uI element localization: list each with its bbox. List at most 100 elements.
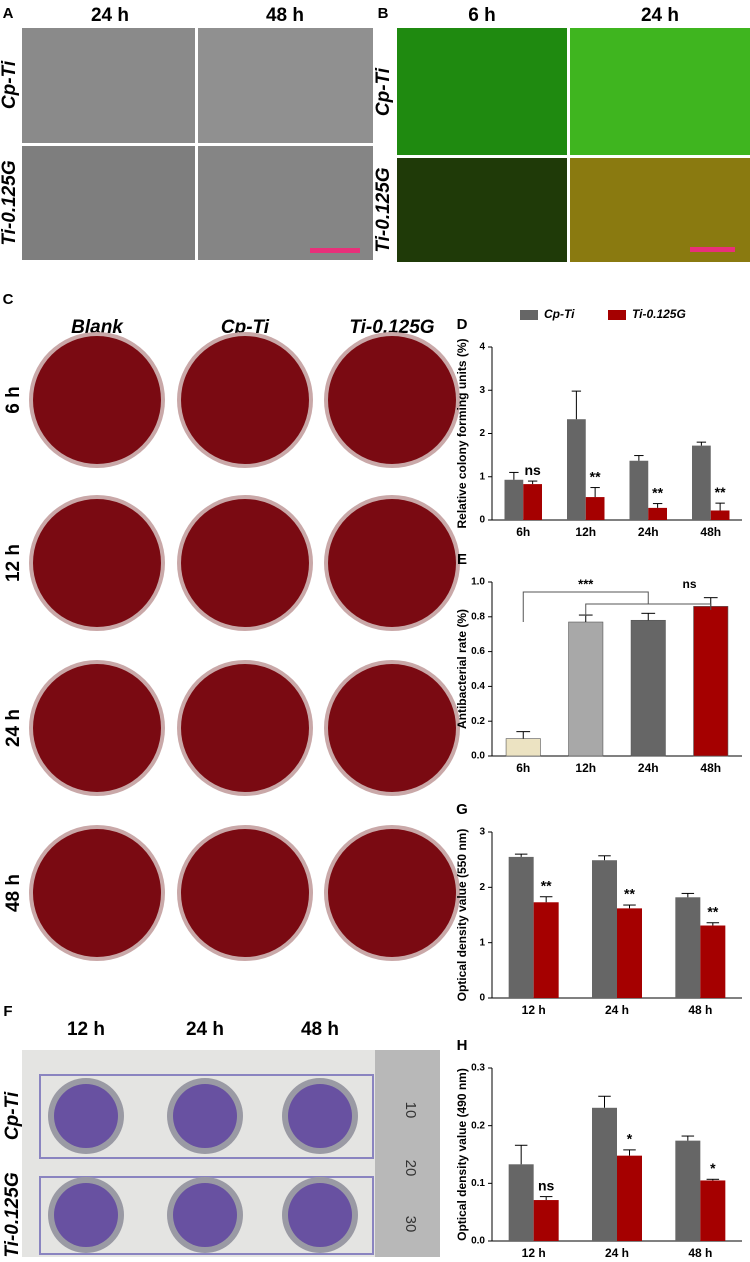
agar-plate <box>328 336 456 464</box>
x-tick-label: 6h <box>516 761 530 775</box>
ruler <box>375 1050 440 1257</box>
y-tick-label: 0.2 <box>471 1120 485 1131</box>
column-header: 6 h <box>468 5 495 26</box>
significance-label: ns <box>538 1177 555 1193</box>
sem-image <box>198 146 373 260</box>
x-tick-label: 24 h <box>605 1246 629 1257</box>
fluorescence-image <box>397 28 567 155</box>
fluorescence-image <box>397 158 567 262</box>
row-frame <box>39 1176 374 1255</box>
well <box>173 1084 237 1148</box>
bar <box>567 419 586 520</box>
y-tick-label: 0 <box>479 993 485 1004</box>
bar <box>592 1107 617 1241</box>
sem-image <box>22 146 195 260</box>
row-header: Ti-0.125G <box>373 167 394 252</box>
row-header: Ti-0.125G <box>2 1172 23 1257</box>
column-header: 48 h <box>266 5 304 26</box>
panel-label: E <box>457 551 467 568</box>
bar <box>700 1180 726 1241</box>
bar <box>700 925 726 998</box>
panel-label: G <box>456 801 468 818</box>
bar <box>523 484 542 520</box>
column-header: 24 h <box>186 1019 224 1040</box>
x-tick-label: 24h <box>638 525 659 539</box>
bar <box>508 1164 534 1241</box>
y-tick-label: 1.0 <box>471 577 485 588</box>
bar <box>504 479 524 520</box>
bar <box>592 860 617 998</box>
fluorescence-image <box>570 158 750 262</box>
agar-plate <box>181 829 309 957</box>
panel-label: C <box>3 291 14 308</box>
y-tick-label: 0.8 <box>471 611 485 622</box>
y-tick-label: 0.3 <box>471 1063 485 1074</box>
y-tick-label: 0.1 <box>471 1178 485 1189</box>
y-tick-label: 4 <box>479 342 485 353</box>
agar-plate <box>33 829 161 957</box>
y-tick-label: 3 <box>479 827 485 838</box>
x-tick-label: 12 h <box>522 1003 546 1017</box>
column-header: 24 h <box>641 5 679 26</box>
row-header: Ti-0.125G <box>0 160 20 245</box>
significance-label: * <box>627 1131 633 1147</box>
y-tick-label: 0.2 <box>471 716 485 727</box>
bar <box>585 497 605 520</box>
fluorescence-image <box>570 28 750 155</box>
row-header: 24 h <box>3 709 24 747</box>
significance-label: ** <box>652 484 663 500</box>
y-tick-label: 1 <box>479 471 485 482</box>
bar <box>675 1140 701 1241</box>
bar <box>568 621 604 757</box>
bar <box>533 902 559 998</box>
bar <box>648 507 667 520</box>
column-header: 12 h <box>67 1019 105 1040</box>
y-tick-label: 2 <box>479 428 485 439</box>
significance-label: ns <box>524 462 541 478</box>
x-tick-label: 48 h <box>688 1003 712 1017</box>
sem-image <box>22 28 195 143</box>
column-header: Cp-Ti <box>221 317 270 338</box>
row-header: 6 h <box>3 386 24 413</box>
agar-plate <box>33 336 161 464</box>
row-header: Cp-Ti <box>373 67 394 116</box>
agar-plate <box>181 336 309 464</box>
x-tick-label: 48 h <box>688 1246 712 1257</box>
bar <box>692 445 711 520</box>
y-tick-label: 1 <box>479 937 485 948</box>
bar <box>629 460 649 520</box>
legend-label: Cp-Ti <box>544 307 575 321</box>
significance-label: ns <box>682 577 696 591</box>
bar <box>533 1200 559 1241</box>
legend-swatch <box>608 310 626 320</box>
significance-label: ** <box>590 468 601 484</box>
x-tick-label: 48h <box>700 525 721 539</box>
bar <box>508 856 534 998</box>
y-axis-label: Optical density value (550 nm) <box>455 829 469 1002</box>
column-header: Blank <box>71 317 124 338</box>
ruler-label: 10 <box>402 1102 419 1119</box>
scale-bar <box>310 248 360 253</box>
panel-label: B <box>378 5 389 22</box>
row-frame <box>39 1074 374 1159</box>
column-header: 48 h <box>301 1019 339 1040</box>
row-header: 48 h <box>3 874 24 912</box>
ruler-label: 30 <box>402 1216 419 1233</box>
well <box>54 1084 118 1148</box>
x-tick-label: 6h <box>516 525 530 539</box>
ruler-label: 20 <box>402 1160 419 1177</box>
panel-label: F <box>3 1003 12 1020</box>
y-axis-label: Relative colony forming units (%) <box>455 338 469 528</box>
bar <box>630 619 666 757</box>
significance-label: ** <box>541 877 552 893</box>
well <box>54 1183 118 1247</box>
y-tick-label: 0.0 <box>471 1236 485 1247</box>
y-tick-label: 0.6 <box>471 646 485 657</box>
bracket <box>585 603 712 616</box>
agar-plate <box>181 664 309 792</box>
agar-plate <box>181 499 309 627</box>
panel-label: H <box>457 1037 468 1054</box>
row-header: Cp-Ti <box>0 60 20 109</box>
significance-label: *** <box>578 576 594 591</box>
